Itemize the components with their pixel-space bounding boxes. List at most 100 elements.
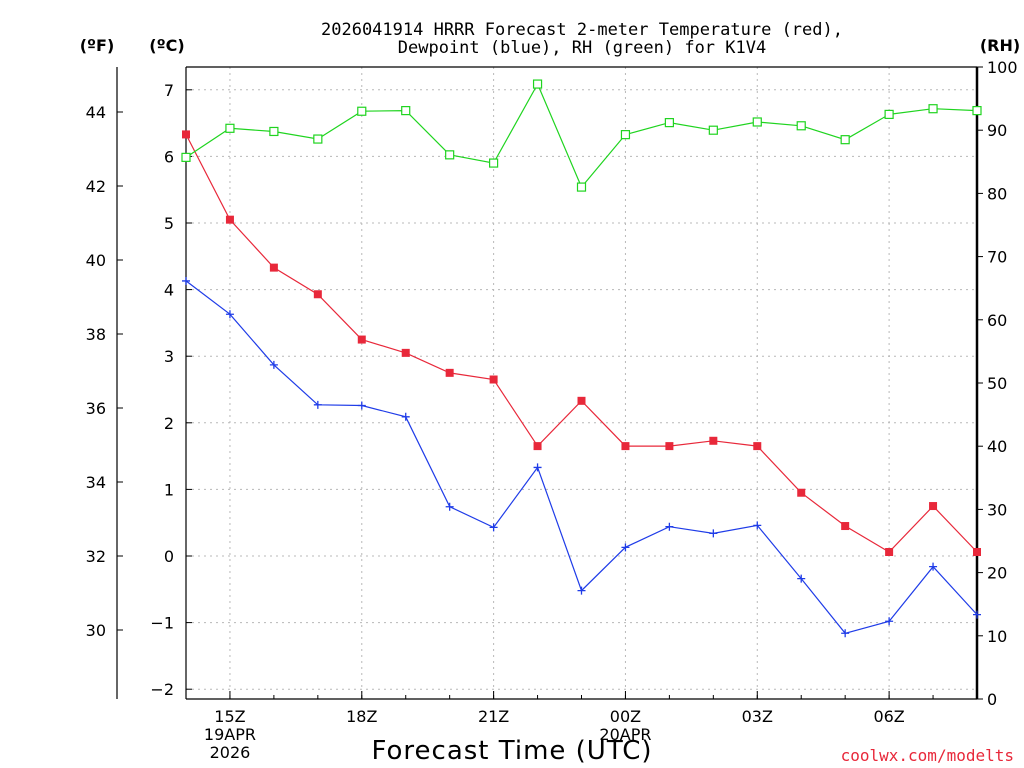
temperature-point: [753, 442, 762, 451]
rh-tick-label: 20: [987, 564, 1007, 583]
temperature-point: [929, 502, 938, 511]
celsius-tick-label: 6: [164, 147, 174, 166]
x-tick-label: 18Z: [346, 707, 377, 726]
rh-tick-label: 60: [987, 311, 1007, 330]
dewpoint-point: [445, 502, 454, 511]
temperature-point: [533, 442, 542, 451]
rh-tick-label: 80: [987, 184, 1007, 203]
x-tick-label: 03Z: [742, 707, 773, 726]
rh-tick-label: 70: [987, 248, 1007, 267]
series: [181, 79, 982, 638]
rh-point: [313, 134, 323, 144]
rh-point: [269, 126, 279, 137]
temperature-point: [577, 396, 586, 405]
fahrenheit-unit-label: (ºF): [80, 36, 115, 55]
site-credit: coolwx.com/modelts: [841, 746, 1014, 765]
rh-point: [181, 152, 191, 162]
x-tick-label: 21Z: [478, 707, 509, 726]
rh-point: [884, 109, 894, 120]
dewpoint-point: [225, 310, 234, 319]
dewpoint-point: [753, 521, 762, 530]
dewpoint-line: [185, 280, 978, 634]
celsius-unit-label: (ºC): [149, 36, 184, 55]
rh-tick-label: 90: [987, 121, 1007, 140]
celsius-tick-label: −2: [150, 680, 174, 699]
dewpoint-point: [357, 401, 366, 410]
temperature-point: [709, 436, 718, 445]
chart-title: 2026041914 HRRR Forecast 2-meter Tempera…: [321, 20, 843, 58]
title-line-1: 2026041914 HRRR Forecast 2-meter Tempera…: [321, 20, 843, 40]
rh-point: [840, 135, 850, 145]
grid: [186, 67, 977, 699]
x-tick-label: 2026: [210, 743, 251, 762]
dewpoint-point: [885, 617, 894, 626]
dewpoint-point: [929, 562, 938, 571]
temperature-point: [445, 368, 454, 377]
x-tick-label: 20APR: [599, 725, 651, 744]
fahrenheit-tick-label: 34: [86, 473, 106, 492]
celsius-tick-label: 4: [164, 281, 174, 300]
temperature-point: [973, 548, 981, 557]
temperature-point: [401, 348, 410, 357]
dewpoint-point: [401, 412, 410, 421]
fahrenheit-tick-label: 36: [86, 399, 106, 418]
rh-line: [185, 82, 978, 189]
temperature-point: [665, 442, 674, 451]
rh-point: [796, 121, 806, 131]
rh-point: [532, 79, 543, 89]
temperature-point: [797, 488, 806, 497]
temperature-point: [182, 130, 190, 139]
rh-point: [489, 158, 499, 168]
axes: −2−1012345673032343638404244010203040506…: [86, 58, 1018, 762]
temperature-point: [269, 263, 278, 272]
rh-point: [357, 106, 367, 116]
rh-point: [972, 106, 982, 116]
dewpoint-point: [489, 523, 498, 532]
dewpoint-point: [797, 574, 806, 583]
rh-unit-label: (RH): [980, 36, 1020, 55]
x-tick-label: 00Z: [610, 707, 641, 726]
celsius-tick-label: 7: [164, 81, 174, 100]
temperature-point: [225, 215, 234, 224]
temperature-point: [489, 375, 498, 384]
rh-tick-label: 40: [987, 437, 1007, 456]
dewpoint-point: [182, 276, 190, 285]
celsius-tick-label: −1: [150, 614, 174, 633]
rh-tick-label: 0: [987, 690, 997, 709]
fahrenheit-tick-label: 30: [86, 621, 106, 640]
dewpoint-point: [841, 629, 850, 638]
dewpoint-point: [269, 360, 278, 369]
fahrenheit-tick-label: 38: [86, 325, 106, 344]
dewpoint-point: [665, 522, 674, 531]
celsius-tick-label: 5: [164, 214, 174, 233]
dewpoint-point: [709, 529, 718, 538]
dewpoint-point: [313, 400, 322, 409]
fahrenheit-tick-label: 42: [86, 177, 106, 196]
dewpoint-point: [533, 463, 542, 472]
rh-point: [401, 106, 411, 116]
rh-point: [752, 117, 762, 127]
fahrenheit-tick-label: 32: [86, 547, 106, 566]
fahrenheit-tick-label: 44: [86, 103, 106, 122]
rh-tick-label: 30: [987, 500, 1007, 519]
rh-point: [445, 150, 455, 160]
x-tick-label: 06Z: [873, 707, 904, 726]
rh-tick-label: 50: [987, 374, 1007, 393]
dewpoint-point: [973, 610, 981, 619]
rh-point: [928, 104, 938, 114]
rh-tick-label: 10: [987, 627, 1007, 646]
temperature-point: [621, 442, 630, 451]
celsius-tick-label: 2: [164, 414, 174, 433]
dewpoint-point: [577, 586, 586, 595]
rh-point: [620, 130, 631, 140]
temperature-point: [313, 290, 322, 299]
rh-point: [664, 118, 674, 128]
x-tick-label: 15Z: [214, 707, 245, 726]
rh-point: [576, 182, 587, 192]
celsius-tick-label: 0: [164, 547, 174, 566]
temperature-point: [885, 548, 894, 557]
temperature-point: [841, 522, 850, 531]
title-line-2: Dewpoint (blue), RH (green) for K1V4: [398, 38, 766, 58]
fahrenheit-tick-label: 40: [86, 251, 106, 270]
